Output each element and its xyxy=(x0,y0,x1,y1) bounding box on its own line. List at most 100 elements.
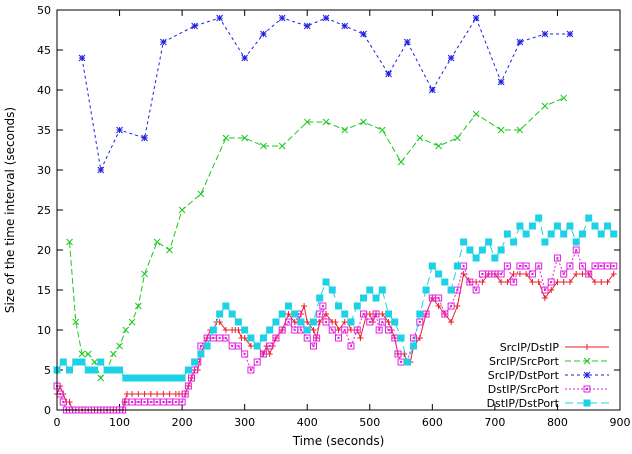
data-point xyxy=(116,366,124,374)
data-point xyxy=(122,374,130,382)
data-point xyxy=(316,294,324,302)
data-point xyxy=(553,222,561,230)
data-point xyxy=(360,310,368,318)
data-point xyxy=(516,126,524,134)
data-point xyxy=(535,262,543,270)
data-point xyxy=(560,94,568,102)
data-point xyxy=(603,262,611,270)
series-line xyxy=(81,16,570,172)
data-point xyxy=(397,334,405,342)
series-layer xyxy=(53,14,618,414)
data-point xyxy=(147,374,155,382)
data-point xyxy=(572,246,580,254)
data-point xyxy=(187,374,195,382)
data-point xyxy=(134,302,142,310)
data-point xyxy=(441,310,449,318)
plot-frame xyxy=(56,9,621,411)
data-point xyxy=(266,351,273,357)
data-point xyxy=(416,134,424,142)
data-point xyxy=(583,371,591,379)
data-point xyxy=(610,271,617,277)
data-point xyxy=(159,398,167,406)
data-point xyxy=(278,14,286,22)
data-point xyxy=(541,30,549,38)
data-point xyxy=(441,278,449,286)
data-point xyxy=(498,279,505,285)
data-point xyxy=(134,374,142,382)
data-point xyxy=(472,286,480,294)
data-point xyxy=(566,262,574,270)
data-point xyxy=(357,335,364,341)
y-axis-ticks: 0 5 10 15 20 25 30 35 40 45 50 xyxy=(37,4,620,417)
data-point xyxy=(181,390,189,398)
data-point xyxy=(247,334,255,342)
data-point xyxy=(523,271,530,277)
y-tick-label: 30 xyxy=(37,164,51,177)
data-point xyxy=(473,279,480,285)
series-5 xyxy=(53,214,618,382)
data-point xyxy=(347,342,355,350)
data-point xyxy=(141,270,148,278)
data-point xyxy=(466,278,474,286)
data-point xyxy=(385,310,393,318)
data-point xyxy=(479,279,486,285)
data-point xyxy=(516,271,523,277)
data-point xyxy=(197,190,205,198)
data-point xyxy=(141,374,149,382)
data-point xyxy=(535,214,543,222)
data-point xyxy=(316,310,324,318)
y-tick-label: 20 xyxy=(37,244,51,257)
data-point xyxy=(435,270,443,278)
data-point xyxy=(59,398,67,406)
data-point xyxy=(309,342,317,350)
data-point xyxy=(66,399,73,405)
data-point xyxy=(154,391,161,397)
data-point xyxy=(128,398,136,406)
data-point xyxy=(266,326,274,334)
data-point xyxy=(547,278,555,286)
data-point xyxy=(259,350,267,358)
series-line xyxy=(56,216,615,379)
data-point xyxy=(141,134,148,142)
data-point xyxy=(172,374,180,382)
data-point xyxy=(116,126,123,134)
data-point xyxy=(422,286,430,294)
data-point xyxy=(309,318,317,326)
data-point xyxy=(301,303,308,309)
x-tick-label: 200 xyxy=(172,416,193,429)
x-tick-label: 0 xyxy=(54,416,61,429)
data-point xyxy=(460,271,467,277)
data-point xyxy=(503,230,511,238)
data-point xyxy=(91,358,98,366)
y-tick-label: 10 xyxy=(37,324,51,337)
data-point xyxy=(360,30,367,38)
data-point xyxy=(454,303,461,309)
data-point xyxy=(303,118,311,126)
y-tick-label: 45 xyxy=(37,44,51,57)
data-point xyxy=(184,382,192,390)
legend-item: DstIP/DstPort xyxy=(487,397,609,410)
data-point xyxy=(310,327,317,333)
data-point xyxy=(435,303,442,309)
data-point xyxy=(209,326,217,334)
data-point xyxy=(528,270,536,278)
y-tick-label: 35 xyxy=(37,124,51,137)
data-point xyxy=(341,326,349,334)
data-point xyxy=(560,279,567,285)
data-point xyxy=(109,350,117,358)
data-point xyxy=(403,358,411,366)
data-point xyxy=(247,366,255,374)
data-point xyxy=(583,357,591,365)
legend-label: DstIP/DstPort xyxy=(487,397,560,410)
data-point xyxy=(129,391,136,397)
data-point xyxy=(566,222,574,230)
data-point xyxy=(141,398,149,406)
data-point xyxy=(278,326,286,334)
data-point xyxy=(341,126,349,134)
data-point xyxy=(322,318,330,326)
data-point xyxy=(510,278,518,286)
data-point xyxy=(78,358,86,366)
data-point xyxy=(372,294,380,302)
data-point xyxy=(348,327,355,333)
data-point xyxy=(503,262,511,270)
